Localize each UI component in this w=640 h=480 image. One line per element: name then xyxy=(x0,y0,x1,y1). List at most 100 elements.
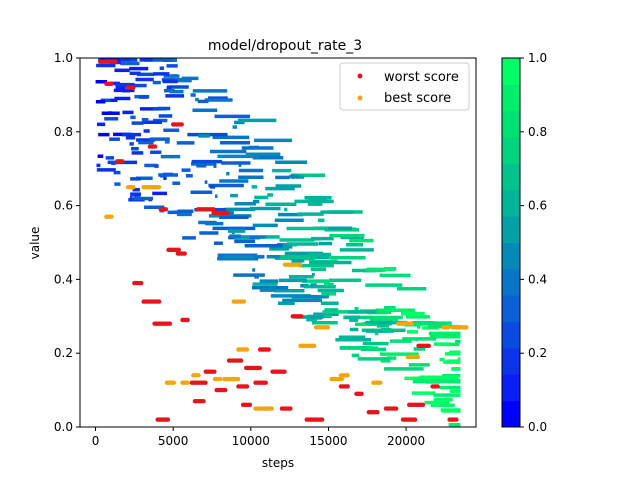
colorbar-tick-label: 0.4 xyxy=(528,272,547,286)
y-tick-label: 0.6 xyxy=(54,199,73,213)
best-score-point xyxy=(446,325,451,330)
colorbar-segment xyxy=(502,137,520,164)
worst-score-point xyxy=(225,210,230,216)
best-score-point xyxy=(196,373,201,378)
best-score-point xyxy=(241,299,247,304)
worst-score-point xyxy=(113,59,118,64)
worst-score-point xyxy=(282,369,287,374)
worst-score-point xyxy=(345,384,350,389)
worst-score-point xyxy=(163,207,169,212)
worst-score-point xyxy=(223,387,228,393)
colorbar xyxy=(501,57,521,428)
y-tick-label: 0.4 xyxy=(54,272,73,286)
worst-score-point xyxy=(201,398,206,404)
best-score-point xyxy=(235,376,241,382)
worst-score-point xyxy=(203,380,208,385)
colorbar-tick-label: 0.0 xyxy=(528,420,547,434)
colorbar-segment xyxy=(502,84,520,112)
y-tick-label: 0.0 xyxy=(54,420,73,434)
colorbar-segment xyxy=(502,216,520,243)
trial-lines xyxy=(95,58,461,427)
best-score-point xyxy=(409,321,415,326)
worst-score-point xyxy=(375,410,380,415)
y-axis-ticks: 0.0 0.2 0.4 0.6 0.8 1.0 xyxy=(54,51,80,434)
colorbar-tick-label: 0.8 xyxy=(528,125,547,139)
worst-score-point xyxy=(263,380,268,385)
colorbar-tick-label: 0.2 xyxy=(528,346,547,360)
colorbar-segment xyxy=(502,58,520,85)
worst-score-point xyxy=(212,369,217,374)
worst-score-point xyxy=(176,247,181,253)
worst-score-point xyxy=(257,365,263,371)
colorbar-segment xyxy=(502,374,520,402)
worst-score-point xyxy=(426,343,431,349)
worst-score-point xyxy=(120,159,125,164)
worst-score-point xyxy=(359,391,364,396)
worst-score-point xyxy=(138,280,144,286)
legend-marker-worst xyxy=(357,73,363,79)
colorbar-segment xyxy=(502,321,520,349)
best-score-point xyxy=(339,376,345,382)
worst-score-point xyxy=(185,317,190,323)
legend-label-worst: worst score xyxy=(384,70,459,85)
colorbar-segment xyxy=(502,295,520,323)
worst-score-point xyxy=(165,417,171,422)
colorbar-tick-label: 1.0 xyxy=(528,51,547,65)
best-score-point xyxy=(325,325,331,330)
x-tick-label: 5000 xyxy=(158,434,189,448)
worst-score-point xyxy=(152,144,158,149)
colorbar-segment xyxy=(502,242,520,270)
best-score-point xyxy=(244,347,250,352)
x-tick-label: 15000 xyxy=(309,434,347,448)
best-score-point xyxy=(464,325,469,330)
worst-score-point xyxy=(412,417,418,422)
colorbar-tick-label: 0.6 xyxy=(528,199,547,213)
worst-score-point xyxy=(266,347,271,352)
worst-score-point xyxy=(179,122,184,127)
x-axis-label: steps xyxy=(262,456,294,470)
worst-score-point xyxy=(288,406,293,411)
legend-box xyxy=(339,62,470,111)
y-axis-label: value xyxy=(28,227,42,260)
best-score-point xyxy=(156,184,162,190)
x-tick-label: 0 xyxy=(92,434,100,448)
worst-score-point xyxy=(299,314,304,319)
score-markers xyxy=(97,59,469,422)
legend-marker-best xyxy=(357,95,363,101)
worst-score-point xyxy=(167,321,173,326)
worst-score-point xyxy=(131,85,136,90)
best-score-point xyxy=(171,380,176,385)
worst-score-point xyxy=(238,358,244,363)
colorbar-frame xyxy=(501,57,521,428)
best-score-point xyxy=(185,380,190,385)
best-score-point xyxy=(109,214,114,219)
worst-score-point xyxy=(393,406,399,411)
best-score-point xyxy=(298,262,303,267)
worst-score-point xyxy=(156,299,162,304)
worst-score-point xyxy=(454,417,459,422)
best-score-point xyxy=(345,373,350,378)
best-score-point xyxy=(131,184,136,190)
legend-label-best: best score xyxy=(384,91,451,106)
worst-score-point xyxy=(109,81,114,87)
x-tick-label: 10000 xyxy=(232,434,270,448)
worst-score-point xyxy=(435,384,440,389)
best-score-point xyxy=(269,406,274,411)
best-score-point xyxy=(218,376,223,382)
worst-score-point xyxy=(211,207,216,212)
colorbar-segment xyxy=(502,268,520,296)
colorbar-segment xyxy=(502,163,520,191)
best-score-point xyxy=(378,380,383,385)
colorbar-segment xyxy=(502,347,520,375)
worst-score-point xyxy=(244,384,250,389)
plot-frame xyxy=(79,57,477,428)
y-tick-label: 1.0 xyxy=(54,51,73,65)
colorbar-ticks: 0.0 0.2 0.4 0.6 0.8 1.0 xyxy=(520,51,547,434)
chart-title: model/dropout_rate_3 xyxy=(208,38,362,54)
colorbar-segment xyxy=(502,189,520,217)
best-score-point xyxy=(415,354,421,360)
x-axis-ticks: 0 5000 10000 15000 20000 xyxy=(92,427,425,448)
worst-score-point xyxy=(247,402,253,408)
worst-score-point xyxy=(319,417,325,422)
